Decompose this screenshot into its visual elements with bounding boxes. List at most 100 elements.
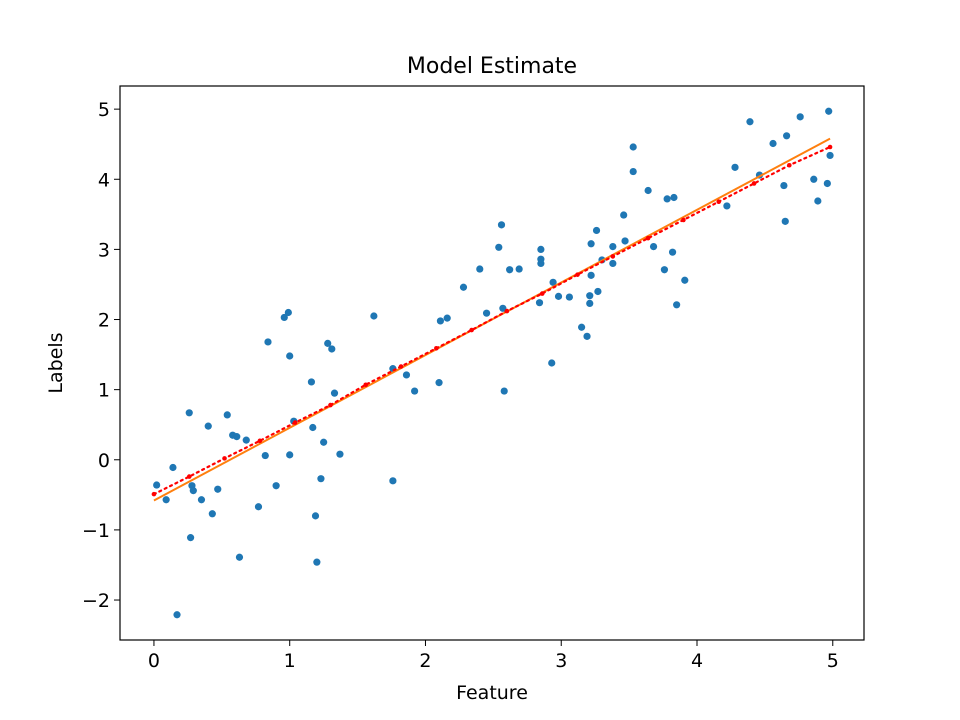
estimate-marker xyxy=(292,420,298,425)
scatter-point xyxy=(565,293,573,301)
scatter-point xyxy=(214,485,222,493)
scatter-point xyxy=(663,195,671,203)
scatter-point xyxy=(311,512,320,520)
scatter-point xyxy=(153,481,161,489)
scatter-point xyxy=(336,450,344,458)
x-axis-label: Feature xyxy=(456,682,528,704)
scatter-point xyxy=(609,242,617,251)
scatter-point xyxy=(594,287,602,296)
scatter-point xyxy=(826,151,834,160)
plot-frame xyxy=(119,85,865,641)
scatter-point xyxy=(629,143,637,151)
scatter-point xyxy=(497,221,506,229)
scatter-point xyxy=(242,436,250,444)
scatter-point xyxy=(320,438,328,446)
x-tick-label: 3 xyxy=(555,650,567,672)
scatter-point xyxy=(389,477,397,485)
scatter-point xyxy=(583,332,591,340)
scatter-point xyxy=(810,175,818,183)
scatter-point xyxy=(649,242,658,251)
estimate-marker xyxy=(398,364,404,369)
estimate-marker xyxy=(434,345,439,351)
scatter-point xyxy=(537,255,545,263)
estimate-marker xyxy=(716,199,722,205)
scatter-point xyxy=(223,411,231,419)
y-tick-label: 3 xyxy=(98,239,110,261)
scatter-point xyxy=(587,271,595,279)
scatter-point xyxy=(482,309,491,317)
scatter-point xyxy=(317,475,325,483)
scatter-point xyxy=(783,132,791,140)
scatter-point xyxy=(476,265,484,273)
scatter-point xyxy=(264,338,272,346)
scatter-point xyxy=(780,181,788,190)
y-tick-label: 5 xyxy=(98,99,110,121)
scatter-point xyxy=(254,503,263,511)
y-tick-label: 4 xyxy=(98,169,110,191)
scatter-point xyxy=(668,248,677,256)
x-tick-label: 1 xyxy=(284,650,296,672)
scatter-point xyxy=(644,186,652,195)
scatter-point xyxy=(549,278,557,286)
plot-marks xyxy=(151,107,834,619)
scatter-point xyxy=(280,313,288,322)
scatter-point xyxy=(495,243,503,251)
scatter-point xyxy=(660,266,669,274)
x-tick-label: 4 xyxy=(691,650,703,672)
scatter-point xyxy=(499,304,507,312)
scatter-point xyxy=(328,345,336,353)
scatter-point xyxy=(535,299,544,307)
scatter-point xyxy=(173,611,181,619)
scatter-point xyxy=(723,202,731,210)
scatter-point xyxy=(402,371,411,379)
scatter-point xyxy=(746,118,754,126)
y-tick-label: 2 xyxy=(98,310,110,332)
scatter-point xyxy=(261,451,269,460)
scatter-point xyxy=(586,299,594,307)
estimate-marker xyxy=(504,308,510,314)
x-tick-label: 5 xyxy=(827,650,839,672)
scatter-point xyxy=(506,266,514,274)
scatter-point xyxy=(272,482,280,490)
scatter-point xyxy=(629,167,637,176)
scatter-point xyxy=(330,389,339,397)
scatter-point xyxy=(673,301,681,309)
scatter-point xyxy=(537,245,545,253)
scatter-point xyxy=(731,163,739,171)
scatter-point xyxy=(823,179,831,188)
scatter-point xyxy=(620,211,628,219)
estimate-marker xyxy=(469,327,474,333)
scatter-point xyxy=(586,292,594,300)
scatter-point xyxy=(162,496,170,504)
estimate-marker xyxy=(827,144,833,150)
scatter-point xyxy=(235,553,244,561)
scatter-point xyxy=(621,237,629,245)
scatter-point xyxy=(208,510,216,518)
scatter-point xyxy=(781,217,789,225)
scatter-point xyxy=(769,139,777,148)
estimate-marker xyxy=(539,291,545,296)
scatter-point xyxy=(169,463,177,472)
estimate-marker xyxy=(257,438,263,444)
estimate-marker xyxy=(645,235,651,241)
scatter-point xyxy=(197,496,206,504)
scatter-point xyxy=(284,308,292,317)
scatter-point xyxy=(185,409,193,417)
scatter-point xyxy=(681,276,689,284)
estimate-marker xyxy=(610,254,616,259)
scatter-point xyxy=(324,339,332,347)
scatter-point xyxy=(233,433,241,441)
scatter-point xyxy=(670,193,678,202)
scatter-point xyxy=(814,197,822,205)
scatter-point xyxy=(204,422,212,430)
scatter-point xyxy=(189,487,197,495)
scatter-point xyxy=(443,314,451,322)
x-tick-label: 2 xyxy=(419,650,431,672)
scatter-point xyxy=(515,265,523,273)
chart-title: Model Estimate xyxy=(407,54,577,79)
estimate-marker xyxy=(222,456,227,461)
y-axis-label: Labels xyxy=(45,332,67,393)
scatter-point xyxy=(548,359,556,367)
axis-ticks: 0 1 2 3 4 5 −2 −1 0 1 2 3 4 5 xyxy=(82,99,839,672)
